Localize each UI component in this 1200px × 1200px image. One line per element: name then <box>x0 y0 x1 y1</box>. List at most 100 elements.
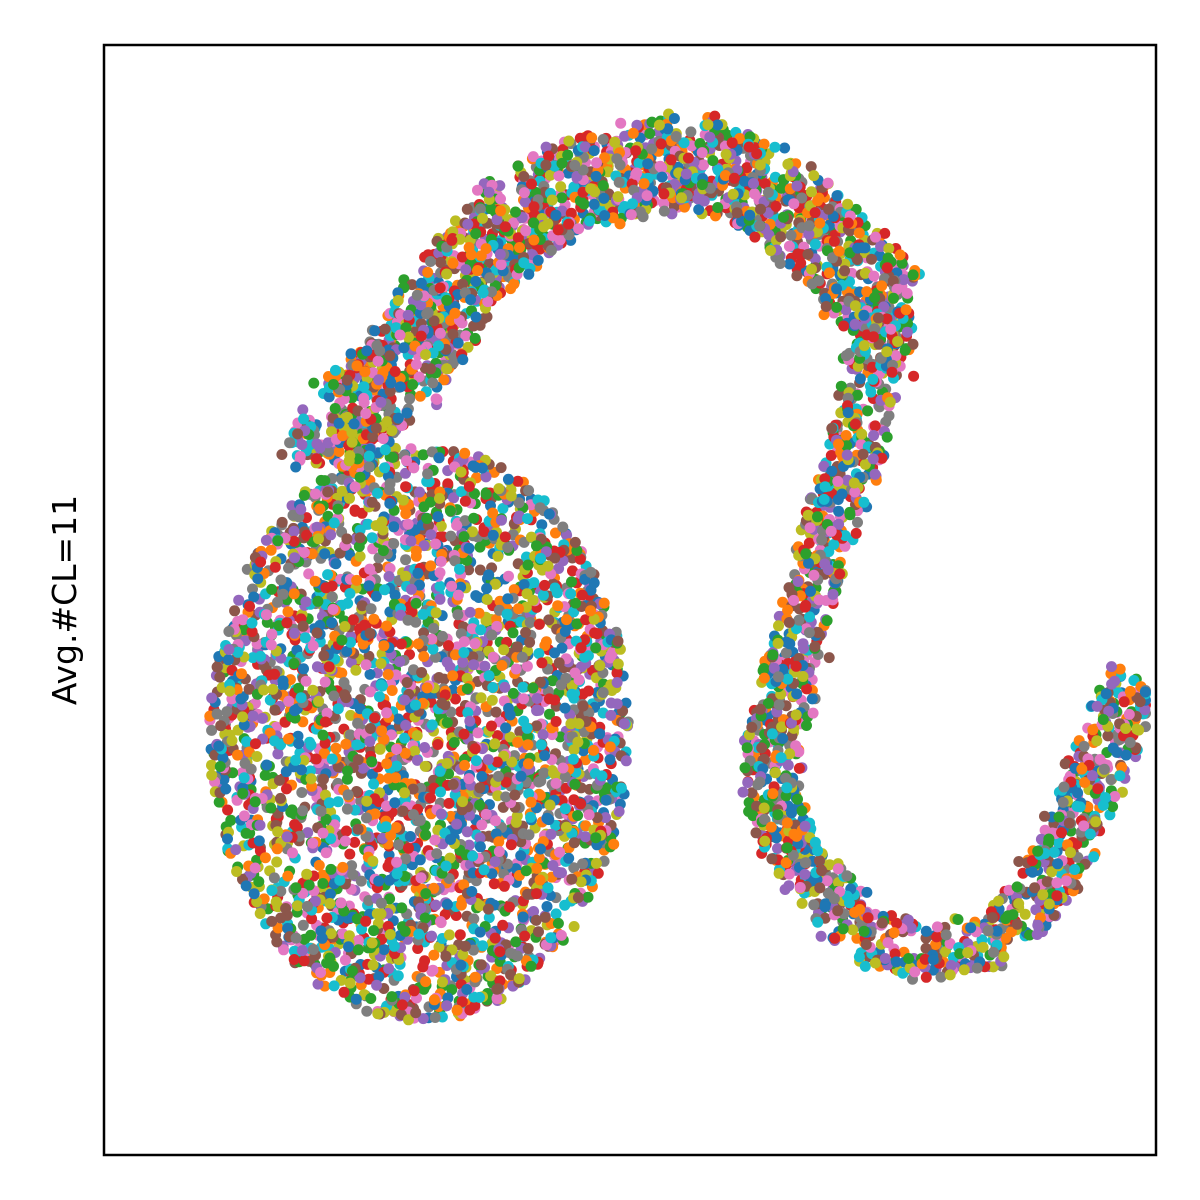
scatter-point <box>569 778 581 790</box>
scatter-point <box>434 327 446 339</box>
scatter-point <box>288 658 300 669</box>
scatter-point <box>292 900 303 912</box>
scatter-point <box>211 708 223 720</box>
scatter-point <box>510 663 522 675</box>
scatter-point <box>427 377 439 389</box>
scatter-point <box>266 885 278 896</box>
scatter-point <box>397 805 409 817</box>
scatter-point <box>371 979 383 991</box>
scatter-point <box>426 719 438 731</box>
scatter-point <box>515 850 527 862</box>
scatter-point <box>445 530 457 542</box>
scatter-point <box>568 606 580 618</box>
scatter-point <box>342 597 354 609</box>
scatter-point <box>310 488 321 500</box>
scatter-point <box>907 269 919 281</box>
scatter-point <box>341 803 353 815</box>
scatter-point <box>457 796 468 808</box>
scatter-point <box>301 900 313 912</box>
scatter-point <box>425 792 436 804</box>
scatter-point <box>319 475 331 487</box>
scatter-point <box>542 882 554 894</box>
scatter-point <box>342 765 353 777</box>
scatter-point <box>469 638 481 650</box>
scatter-point <box>283 733 294 745</box>
scatter-point <box>260 534 272 546</box>
scatter-point <box>417 961 429 973</box>
scatter-point <box>403 842 414 854</box>
scatter-point <box>315 805 327 817</box>
scatter-point <box>305 739 317 751</box>
scatter-point <box>295 503 307 515</box>
scatter-point <box>584 215 596 227</box>
scatter-point <box>388 940 400 952</box>
scatter-point <box>250 738 261 750</box>
scatter-point <box>518 715 530 727</box>
scatter-point <box>384 929 396 940</box>
scatter-point <box>355 875 367 887</box>
scatter-point <box>429 834 441 846</box>
scatter-point <box>502 473 514 485</box>
scatter-point <box>332 796 344 808</box>
scatter-point <box>415 902 427 914</box>
scatter-point <box>493 483 505 495</box>
scatter-point <box>513 973 525 985</box>
scatter-point <box>434 567 446 579</box>
scatter-point <box>434 492 445 504</box>
scatter-point <box>559 803 571 815</box>
scatter-point <box>297 805 309 817</box>
scatter-point <box>474 926 486 938</box>
scatter-point <box>613 176 625 188</box>
scatter-point <box>237 711 249 723</box>
scatter-point <box>539 579 551 591</box>
scatter-point <box>685 126 697 138</box>
scatter-point <box>255 556 267 568</box>
scatter-point <box>490 815 502 827</box>
scatter-point <box>468 512 480 524</box>
scatter-point <box>427 643 439 655</box>
scatter-point <box>461 683 473 695</box>
scatter-point <box>430 607 442 619</box>
scatter-point <box>531 888 542 900</box>
scatter-point <box>390 822 402 833</box>
scatter-point <box>533 776 545 788</box>
scatter-point <box>300 596 312 608</box>
scatter-point <box>388 538 400 550</box>
scatter-point <box>253 876 265 888</box>
scatter-point <box>366 532 378 544</box>
scatter-point <box>319 548 331 560</box>
scatter-point <box>379 444 391 456</box>
scatter-point <box>354 972 366 984</box>
scatter-point <box>442 478 454 490</box>
scatter-point <box>470 590 482 602</box>
scatter-point <box>265 639 277 651</box>
scatter-point <box>410 545 422 557</box>
scatter-point <box>375 658 387 669</box>
scatter-point <box>280 766 292 778</box>
scatter-point <box>474 541 486 553</box>
scatter-point <box>206 769 218 781</box>
scatter-point <box>522 513 533 525</box>
scatter-point <box>531 704 543 716</box>
scatter-point <box>436 697 448 709</box>
scatter-point <box>311 453 322 465</box>
scatter-point <box>429 1012 441 1023</box>
scatter-point <box>547 860 559 871</box>
scatter-point <box>575 642 587 654</box>
scatter-point <box>278 944 290 956</box>
scatter-point <box>476 771 488 782</box>
scatter-point <box>405 583 417 595</box>
scatter-point <box>260 609 272 621</box>
scatter-point <box>381 620 393 632</box>
scatter-point <box>298 489 310 501</box>
scatter-point <box>478 526 490 538</box>
scatter-point <box>443 797 455 809</box>
scatter-point <box>480 808 492 820</box>
scatter-point <box>366 937 378 949</box>
scatter-point <box>349 836 361 848</box>
scatter-point <box>495 193 506 205</box>
scatter-point <box>393 839 405 851</box>
scatter-point <box>513 603 524 615</box>
scatter-point <box>597 687 609 698</box>
scatter-point <box>590 832 602 844</box>
